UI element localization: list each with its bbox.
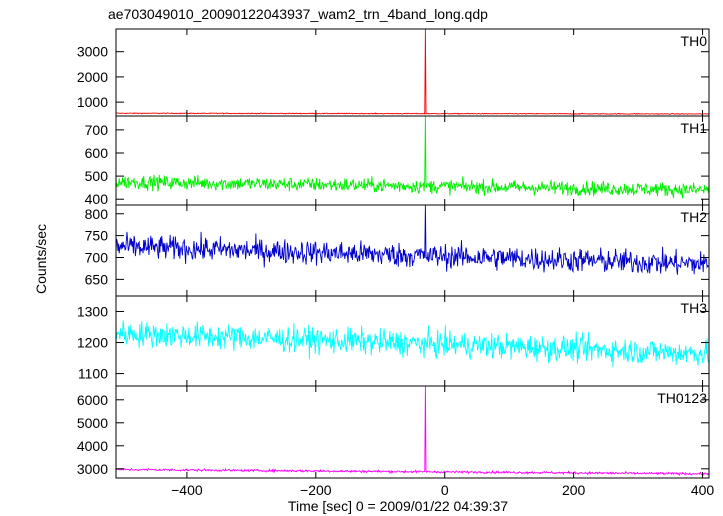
panel-frame xyxy=(115,28,710,117)
series-line-th2 xyxy=(116,205,709,275)
y-tick-label: 800 xyxy=(85,206,109,222)
panel-th2: 650 700 750 800 TH2 xyxy=(85,204,710,297)
series-line-th0 xyxy=(116,29,709,116)
panel-label-th1: TH1 xyxy=(681,120,708,136)
x-tick-label: −200 xyxy=(300,482,332,498)
x-axis-label: Time [sec] 0 = 2009/01/22 04:39:37 xyxy=(288,498,508,514)
x-tick-label: 0 xyxy=(441,482,449,498)
panel-th1: 400 500 600 700 TH1 xyxy=(85,115,710,207)
y-tick-label: 600 xyxy=(85,145,109,161)
y-tick-label: 3000 xyxy=(77,44,108,60)
panel-th0: 1000 2000 3000 TH0 xyxy=(77,28,710,117)
y-tick-label: 1100 xyxy=(78,366,108,382)
y-tick-label: 1200 xyxy=(77,335,108,351)
panel-label-th2: TH2 xyxy=(681,209,708,225)
y-tick-label: 5000 xyxy=(77,415,108,431)
panel-th0123: 3000 4000 5000 6000 TH0123 xyxy=(77,385,710,479)
y-tick-label: 750 xyxy=(85,228,109,244)
y-tick-label: 6000 xyxy=(77,392,108,408)
panels-group: 1000 2000 3000 TH0 400 500 600 700 TH1 650 700 750 8… xyxy=(77,28,710,479)
chart-title: ae703049010_20090122043937_wam2_trn_4ban… xyxy=(108,6,488,22)
x-tick-label: −400 xyxy=(171,482,203,498)
x-axis: −400 −200 0 200 400 xyxy=(171,482,714,498)
panel-label-th0123: TH0123 xyxy=(657,390,707,406)
y-tick-label: 700 xyxy=(85,122,109,138)
y-tick-label: 700 xyxy=(85,250,109,266)
y-tick-label: 650 xyxy=(85,271,109,287)
y-tick-label: 2000 xyxy=(77,69,108,85)
y-tick-label: 400 xyxy=(85,191,109,207)
series-line-th1 xyxy=(116,116,709,199)
y-tick-label: 4000 xyxy=(77,438,108,454)
y-tick-label: 1300 xyxy=(77,304,108,320)
panel-label-th3: TH3 xyxy=(681,300,708,316)
panel-label-th0: TH0 xyxy=(681,33,708,49)
x-tick-label: 200 xyxy=(562,482,586,498)
y-tick-label: 500 xyxy=(85,168,109,184)
x-tick-label: 400 xyxy=(691,482,715,498)
panel-frame xyxy=(115,385,710,479)
series-line-th0123 xyxy=(116,386,709,477)
y-tick-label: 1000 xyxy=(77,94,108,110)
y-tick-label: 3000 xyxy=(77,461,108,477)
y-axis-label: Counts/sec xyxy=(33,224,49,294)
series-line-th3 xyxy=(116,320,709,368)
panel-th3: 1100 1200 1300 TH3 xyxy=(77,295,710,387)
